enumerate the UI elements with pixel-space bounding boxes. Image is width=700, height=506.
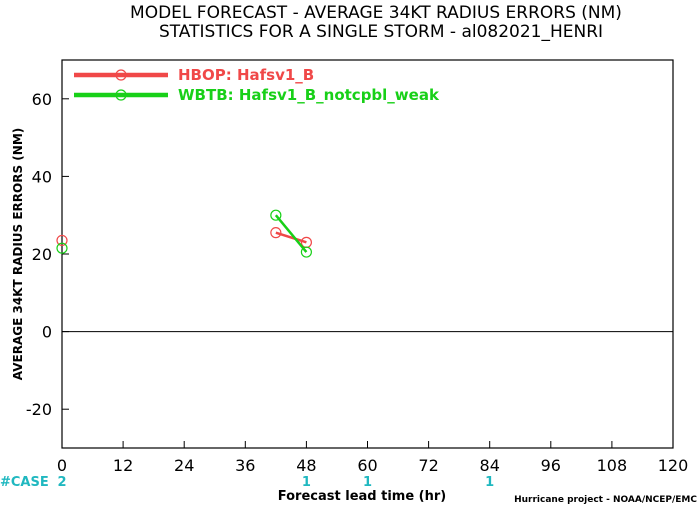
case-count: 1 xyxy=(485,475,494,490)
x-tick-label: 24 xyxy=(174,456,194,475)
series-point-0 xyxy=(56,234,68,247)
series-point-1 xyxy=(56,242,68,254)
legend-label: WBTB: Hafsv1_B_notcpbl_weak xyxy=(178,86,440,104)
x-tick-label: 60 xyxy=(357,456,377,475)
x-tick-label: 0 xyxy=(57,456,67,475)
y-tick-label: 60 xyxy=(32,90,52,109)
y-tick-label: 0 xyxy=(42,323,52,342)
x-tick-label: 84 xyxy=(480,456,500,475)
chart-title: MODEL FORECAST - AVERAGE 34KT RADIUS ERR… xyxy=(130,3,622,23)
credit-text: Hurricane project - NOAA/NCEP/EMC xyxy=(514,495,697,505)
case-count: 1 xyxy=(363,475,372,490)
series-point-0 xyxy=(270,227,282,239)
x-axis-label: Forecast lead time (hr) xyxy=(278,489,446,504)
x-tick-label: 72 xyxy=(418,456,438,475)
x-tick-label: 12 xyxy=(113,456,133,475)
y-tick-label: 40 xyxy=(32,167,52,186)
x-tick-label: 48 xyxy=(296,456,316,475)
x-tick-label: 96 xyxy=(541,456,561,475)
y-tick-label: 20 xyxy=(32,245,52,264)
legend-marker xyxy=(115,89,127,101)
y-tick-label: -20 xyxy=(26,400,52,419)
legend-marker xyxy=(115,69,127,81)
plot-frame xyxy=(61,59,674,449)
legend-label: HBOP: Hafsv1_B xyxy=(178,66,314,84)
x-tick-label: 108 xyxy=(597,456,628,475)
series-line-1 xyxy=(274,214,308,253)
x-tick-label: 36 xyxy=(235,456,255,475)
case-label: #CASE xyxy=(0,475,49,490)
chart-subtitle: STATISTICS FOR A SINGLE STORM - al082021… xyxy=(159,22,603,42)
series-point-1 xyxy=(300,246,312,258)
case-count: 1 xyxy=(302,475,311,490)
x-tick-label: 120 xyxy=(658,456,689,475)
series-point-1 xyxy=(270,209,282,221)
case-count: 2 xyxy=(57,475,66,490)
y-axis-label: AVERAGE 34KT RADIUS ERRORS (NM) xyxy=(11,128,25,380)
